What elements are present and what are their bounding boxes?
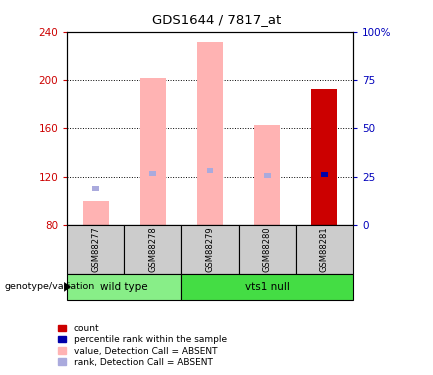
Bar: [181, 225, 239, 274]
Text: GDS1644 / 7817_at: GDS1644 / 7817_at: [152, 13, 281, 26]
Legend: count, percentile rank within the sample, value, Detection Call = ABSENT, rank, : count, percentile rank within the sample…: [56, 322, 229, 369]
Text: GSM88280: GSM88280: [263, 226, 271, 272]
Text: wild type: wild type: [100, 282, 148, 292]
Text: GSM88281: GSM88281: [320, 226, 329, 272]
Bar: [264, 173, 271, 178]
Bar: [67, 225, 124, 274]
Text: GSM88278: GSM88278: [149, 226, 157, 272]
Text: GSM88277: GSM88277: [91, 226, 100, 272]
Bar: [321, 172, 328, 177]
Bar: [67, 274, 181, 300]
Bar: [197, 42, 223, 225]
Text: genotype/variation: genotype/variation: [4, 282, 94, 291]
Bar: [296, 225, 353, 274]
Text: vts1 null: vts1 null: [245, 282, 290, 292]
Bar: [311, 88, 337, 225]
Bar: [83, 201, 109, 225]
Bar: [140, 78, 166, 225]
Bar: [254, 125, 280, 225]
Bar: [92, 186, 99, 191]
Bar: [239, 225, 296, 274]
Text: GSM88279: GSM88279: [206, 226, 214, 272]
Bar: [149, 171, 156, 176]
Bar: [207, 168, 213, 173]
Bar: [124, 225, 181, 274]
Bar: [181, 274, 353, 300]
Polygon shape: [64, 282, 71, 292]
